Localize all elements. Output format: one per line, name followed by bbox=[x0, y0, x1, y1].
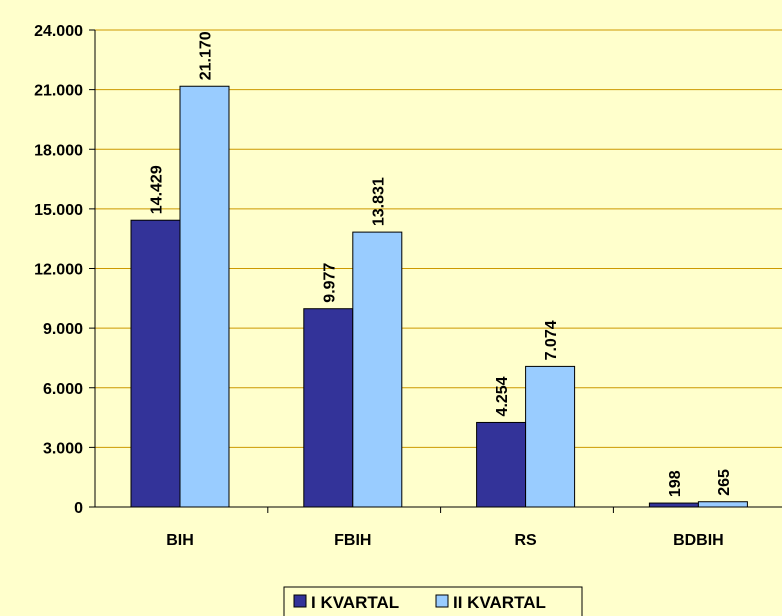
y-tick-label: 21.000 bbox=[34, 83, 83, 100]
legend-label: I KVARTAL bbox=[311, 593, 399, 612]
data-label: 198 bbox=[667, 470, 684, 497]
y-tick-label: 9.000 bbox=[43, 321, 83, 338]
data-label: 9.977 bbox=[321, 263, 338, 303]
x-tick-label: BDBIH bbox=[673, 532, 724, 549]
y-tick-label: 6.000 bbox=[43, 381, 83, 398]
bar bbox=[476, 421, 527, 508]
x-tick-label: RS bbox=[514, 532, 537, 549]
data-label: 13.831 bbox=[370, 177, 387, 226]
data-label: 4.254 bbox=[494, 376, 511, 416]
bar bbox=[130, 219, 181, 508]
legend: I KVARTAL II KVARTAL bbox=[283, 586, 583, 616]
bar bbox=[525, 365, 576, 508]
bar bbox=[697, 501, 748, 508]
legend-swatch bbox=[435, 594, 449, 608]
legend-box bbox=[283, 586, 583, 616]
y-tick-label: 3.000 bbox=[43, 440, 83, 457]
x-tick-label: FBIH bbox=[334, 532, 371, 549]
y-tick-label: 0 bbox=[74, 500, 83, 517]
y-tick-label: 15.000 bbox=[34, 202, 83, 219]
x-axis: BIH FBIH RS BDBIH bbox=[95, 506, 782, 549]
y-tick-label: 18.000 bbox=[34, 142, 83, 159]
data-label: 7.074 bbox=[543, 320, 560, 360]
x-tick-label: BIH bbox=[166, 532, 194, 549]
y-tick-label: 24.000 bbox=[34, 23, 83, 40]
bar bbox=[303, 308, 354, 508]
bar bbox=[648, 502, 699, 508]
bars: 14.429 21.170 9.977 13.831 4.254 7.074 198 265 bbox=[130, 31, 748, 508]
legend-swatch bbox=[293, 594, 307, 608]
bar bbox=[179, 85, 230, 508]
data-label: 14.429 bbox=[149, 165, 166, 214]
data-label: 21.170 bbox=[198, 31, 215, 80]
bar bbox=[352, 231, 403, 508]
legend-label: II KVARTAL bbox=[453, 593, 546, 612]
y-tick-label: 12.000 bbox=[34, 262, 83, 279]
y-axis: 0 3.000 6.000 9.000 12.000 15.000 18.000 21.000… bbox=[34, 23, 96, 517]
data-label: 265 bbox=[716, 469, 733, 496]
